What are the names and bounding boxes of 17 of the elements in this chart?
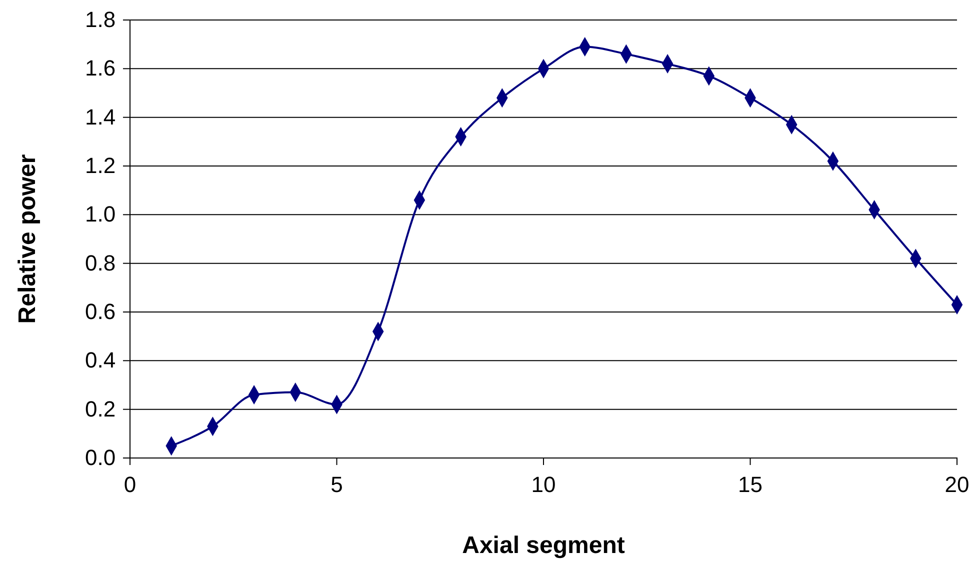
y-tick-label: 1.6 xyxy=(85,56,116,81)
x-axis-title: Axial segment xyxy=(462,532,625,559)
y-tick-label: 0.6 xyxy=(85,299,116,324)
y-tick-label: 1.0 xyxy=(85,202,116,227)
y-tick-label: 0.8 xyxy=(85,250,116,276)
x-tick-label: 10 xyxy=(531,472,556,498)
y-tick-label: 0.0 xyxy=(85,445,116,470)
x-tick-label: 0 xyxy=(124,472,136,498)
y-tick-label: 1.8 xyxy=(85,7,116,32)
y-tick-label: 1.4 xyxy=(85,104,116,130)
x-tick-label: 20 xyxy=(944,472,970,498)
x-tick-label: 15 xyxy=(738,472,762,498)
x-tick-label: 5 xyxy=(330,472,343,498)
y-tick-label: 0.2 xyxy=(85,396,116,422)
y-tick-label: 0.4 xyxy=(85,348,116,373)
y-axis-title: Relative power xyxy=(14,154,41,324)
y-tick-label: 1.2 xyxy=(85,153,116,178)
